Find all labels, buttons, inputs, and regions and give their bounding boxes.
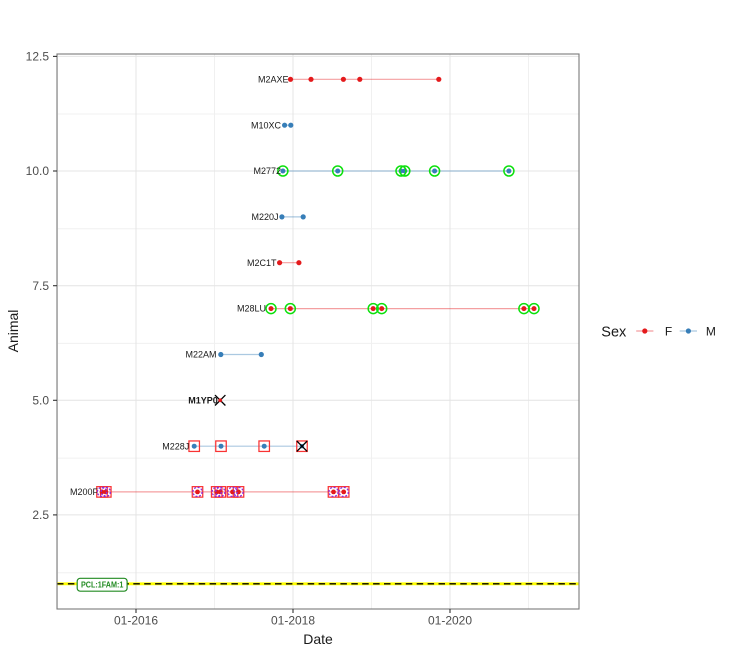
svg-text:M22AM: M22AM <box>185 350 216 360</box>
svg-text:M2772: M2772 <box>253 166 281 176</box>
svg-text:M220J: M220J <box>251 212 278 222</box>
svg-text:12.5: 12.5 <box>26 50 50 64</box>
svg-text:M200F: M200F <box>70 487 99 497</box>
svg-text:Date: Date <box>303 631 333 647</box>
svg-text:M10XC: M10XC <box>251 120 282 130</box>
svg-text:Sex: Sex <box>601 324 627 340</box>
svg-text:M1YP0: M1YP0 <box>188 395 218 405</box>
svg-text:M2AXE: M2AXE <box>258 74 289 84</box>
svg-text:01-2016: 01-2016 <box>114 613 158 627</box>
svg-text:7.5: 7.5 <box>32 279 49 293</box>
svg-text:2.5: 2.5 <box>32 508 49 522</box>
svg-text:PCL:1FAM:1: PCL:1FAM:1 <box>81 580 124 590</box>
svg-text:F: F <box>665 324 672 338</box>
svg-text:M2C1T: M2C1T <box>247 258 277 268</box>
svg-text:10.0: 10.0 <box>26 164 50 178</box>
svg-text:M: M <box>706 324 716 338</box>
svg-text:01-2020: 01-2020 <box>428 613 472 627</box>
svg-text:5.0: 5.0 <box>32 394 49 408</box>
svg-text:Animal: Animal <box>5 310 21 353</box>
svg-text:01-2018: 01-2018 <box>271 613 315 627</box>
svg-text:M228J: M228J <box>162 441 189 451</box>
svg-text:M28LU: M28LU <box>237 304 266 314</box>
